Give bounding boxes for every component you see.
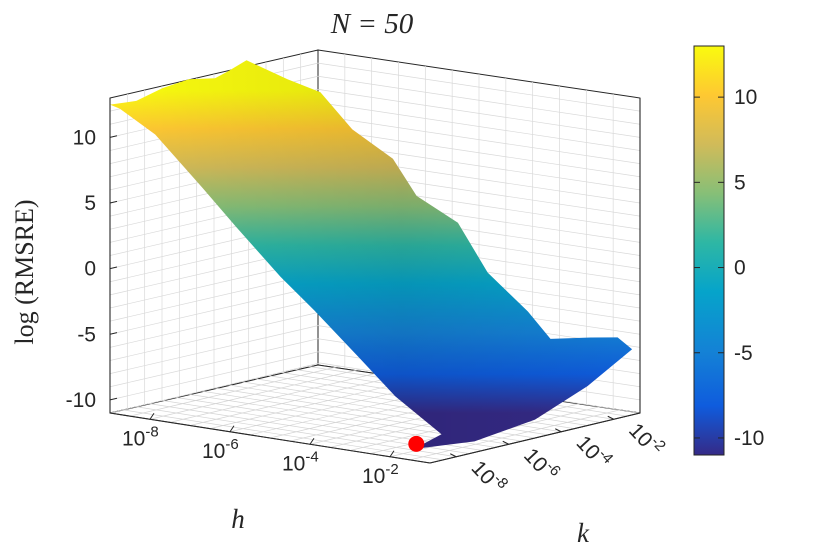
k-tick-mark (607, 415, 614, 420)
h-tick-label: 10-2 (362, 461, 399, 488)
z-tick-label: 5 (84, 192, 96, 215)
minimum-marker (408, 435, 425, 452)
k-tick-label: 10-2 (624, 416, 669, 461)
z-tick-label: -5 (77, 323, 96, 346)
k-tick-mark (502, 440, 509, 445)
h-tick-mark (389, 450, 395, 458)
k-tick-label: 10-8 (467, 454, 512, 499)
colorbar: 10 5 0 -5 -10 (693, 45, 764, 456)
k-tick-mark (555, 428, 562, 433)
k-tick-mark (450, 453, 457, 458)
k-axis-label: k (577, 518, 590, 548)
z-tick-mark (109, 266, 118, 270)
z-tick-mark (109, 135, 118, 138)
colorbar-tick-label: 0 (734, 257, 746, 280)
h-tick-mark (309, 437, 315, 445)
colorbar-tick-label: -10 (734, 427, 764, 450)
z-tick-label: 0 (84, 258, 96, 281)
h-tick-label: 10-8 (122, 423, 159, 450)
z-tick-label: -10 (66, 389, 96, 412)
h-axis-ticks: 10-8 10-6 10-4 10-2 (122, 412, 399, 488)
k-tick-label: 10-6 (519, 441, 564, 486)
z-axis-ticks: 10 5 0 -5 -10 (66, 126, 118, 412)
svg-text:log (RMSRE): log (RMSRE) (10, 199, 39, 344)
surface-shading (110, 60, 633, 450)
h-tick-label: 10-6 (202, 436, 239, 463)
h-axis-label: h (231, 504, 245, 534)
h-tick-label: 10-4 (282, 448, 319, 475)
colorbar-tick-label: 10 (734, 86, 757, 109)
z-tick-mark (109, 397, 118, 401)
z-axis-label: log (RMSRE) (10, 199, 39, 344)
colorbar-tick-label: -5 (734, 342, 753, 365)
h-tick-mark (229, 425, 235, 433)
colorbar-gradient (693, 45, 725, 456)
colorbar-ticks: 10 5 0 -5 -10 (694, 86, 764, 450)
z-tick-mark (109, 332, 118, 335)
k-tick-label: 10-4 (572, 429, 617, 474)
axis-lines (109, 98, 641, 464)
colorbar-tick-label: 5 (734, 171, 746, 194)
chart-title: N = 50 (330, 8, 414, 40)
surface (110, 60, 633, 450)
h-tick-mark (149, 412, 155, 420)
z-tick-label: 10 (73, 126, 96, 149)
z-tick-mark (109, 200, 118, 204)
